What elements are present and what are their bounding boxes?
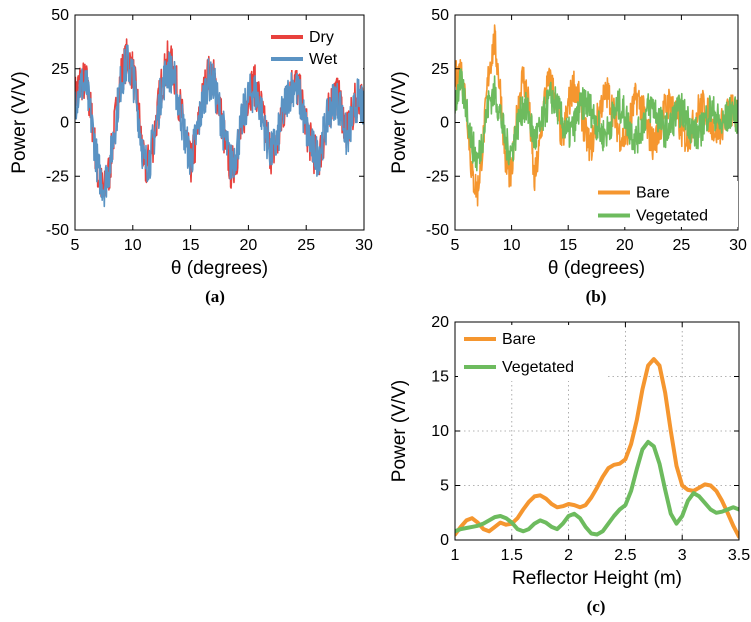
y-axis-label: Power (V/V) <box>9 71 30 173</box>
y-tick-label: -25 <box>46 168 69 185</box>
x-tick-label: 15 <box>182 237 200 254</box>
legend: Dry Wet <box>265 26 363 70</box>
y-tick-label: -50 <box>426 222 449 239</box>
legend-label-wet: Wet <box>309 51 338 68</box>
legend-box <box>592 181 738 227</box>
legend-box <box>458 325 608 381</box>
y-tick-label: 0 <box>440 115 449 132</box>
y-tick-label: 50 <box>431 7 449 24</box>
legend-label-bare: Bare <box>502 331 536 348</box>
x-tick-label: 3.5 <box>728 547 750 564</box>
x-tick-label: 30 <box>729 237 747 254</box>
x-tick-label: 2 <box>564 547 573 564</box>
y-tick-label: 5 <box>440 478 449 495</box>
x-tick-label: 10 <box>124 237 142 254</box>
panel-label: (b) <box>586 287 607 306</box>
y-tick-label: 15 <box>431 369 449 386</box>
x-tick-label: 20 <box>240 237 258 254</box>
panel-label: (c) <box>587 597 606 616</box>
legend-label-dry: Dry <box>309 29 334 46</box>
y-axis-label: Power (V/V) <box>389 380 410 482</box>
chart-panel-2: 5 10 15 20 25 30 -50 -25 0 25 50 θ (degrees) Power (… <box>389 7 747 306</box>
legend-label-bare: Bare <box>636 185 670 202</box>
legend-label-vegetated: Vegetated <box>502 359 574 376</box>
legend-box <box>265 26 363 70</box>
x-tick-label: 2.5 <box>614 547 636 564</box>
x-tick-label: 15 <box>559 237 577 254</box>
y-tick-label: 50 <box>51 7 69 24</box>
y-tick-label: 20 <box>431 314 449 331</box>
x-tick-label: 10 <box>503 237 521 254</box>
legend-label-vegetated: Vegetated <box>636 208 708 225</box>
y-tick-label: -50 <box>46 222 69 239</box>
chart-panel-3: 1 1.5 2 2.5 3 3.5 0 5 10 15 20 Reflector Height (m)… <box>389 314 750 616</box>
x-tick-label: 1 <box>451 547 460 564</box>
y-tick-label: 10 <box>431 423 449 440</box>
y-axis-label: Power (V/V) <box>389 71 410 173</box>
series-line-vegetated <box>455 439 739 537</box>
x-tick-label: 5 <box>451 237 460 254</box>
x-tick-label: 5 <box>71 237 80 254</box>
y-tick-label: 25 <box>51 61 69 78</box>
y-tick-label: 0 <box>440 532 449 549</box>
y-tick-label: -25 <box>426 168 449 185</box>
x-tick-label: 1.5 <box>501 547 523 564</box>
y-tick-label: 25 <box>431 61 449 78</box>
series-line-wet <box>75 44 364 208</box>
x-axis-label: Reflector Height (m) <box>512 568 682 589</box>
x-tick-label: 20 <box>616 237 634 254</box>
series-line-bare <box>455 357 739 539</box>
series-line-vegetated <box>455 68 738 172</box>
legend: Bare Vegetated <box>592 181 738 227</box>
x-tick-label: 3 <box>678 547 687 564</box>
x-tick-label: 25 <box>297 237 315 254</box>
chart-panel-1: 5 10 15 20 25 30 -50 -25 0 25 50 θ (degrees) Power (… <box>9 7 373 306</box>
x-tick-label: 30 <box>355 237 373 254</box>
x-axis-label: θ (degrees) <box>548 258 645 279</box>
x-axis-label: θ (degrees) <box>171 258 268 279</box>
x-tick-label: 25 <box>673 237 691 254</box>
y-tick-label: 0 <box>60 115 69 132</box>
legend: Bare Vegetated <box>458 325 608 381</box>
panel-label: (a) <box>205 287 225 306</box>
